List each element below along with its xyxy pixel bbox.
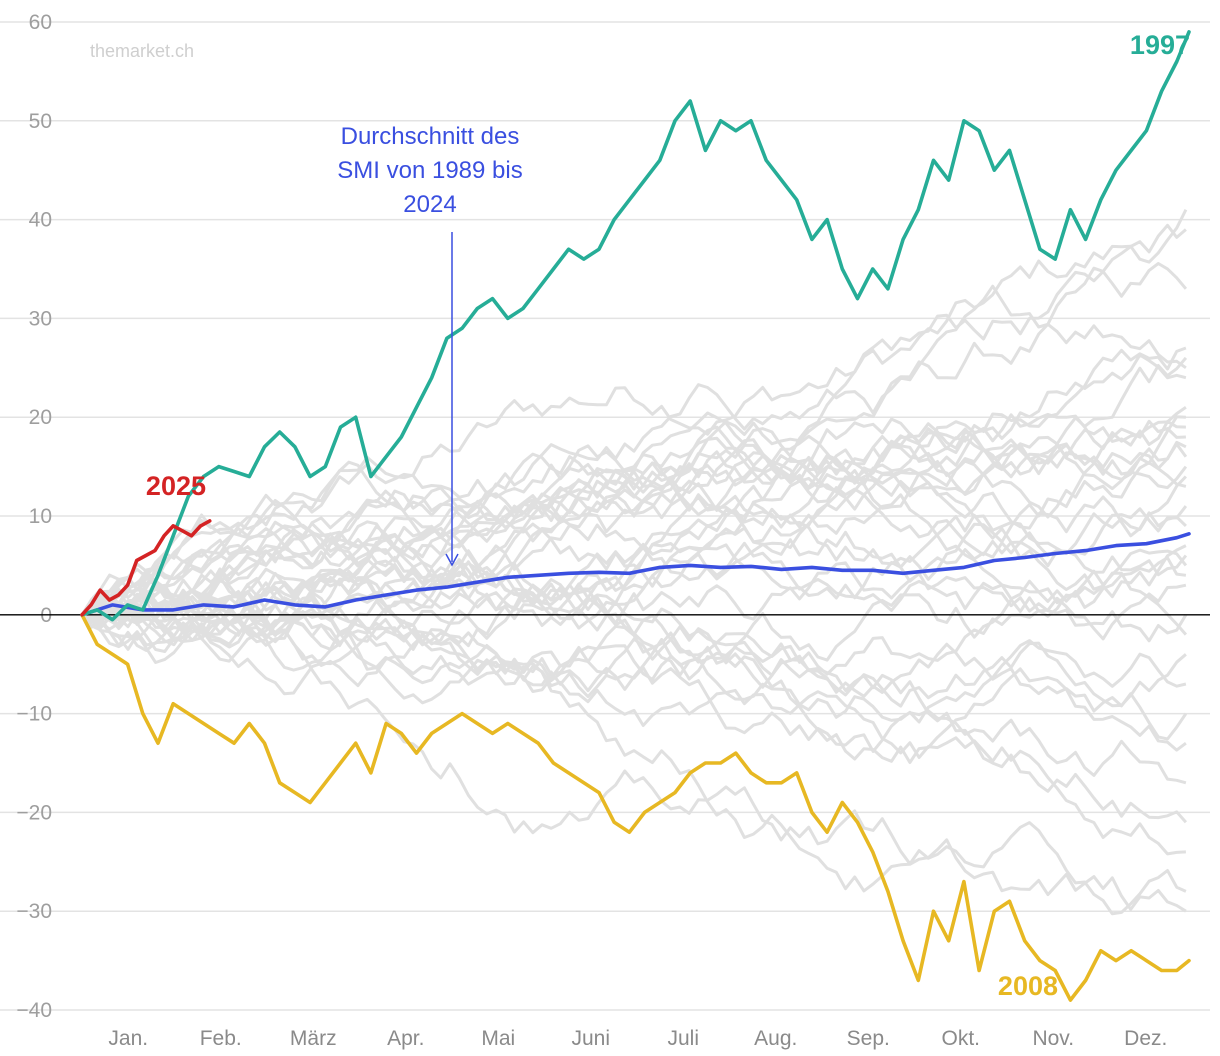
- x-tick-label: Apr.: [387, 1027, 424, 1050]
- background-series-line: [81, 613, 1187, 916]
- background-series-line: [80, 284, 1187, 616]
- y-tick-label: 50: [29, 110, 52, 133]
- y-tick-label: 40: [29, 209, 52, 232]
- background-series-line: [81, 588, 1188, 741]
- series-line-2025: [80, 519, 212, 617]
- series-label-1997: 1997: [1130, 30, 1190, 60]
- background-series-line: [81, 427, 1188, 628]
- x-tick-label: Dez.: [1124, 1027, 1167, 1050]
- background-series-line: [80, 590, 1188, 824]
- y-tick-label: 10: [29, 505, 52, 528]
- y-tick-label: −10: [16, 703, 52, 726]
- background-series-line: [81, 604, 1187, 764]
- background-series-line: [81, 459, 1188, 619]
- x-tick-label: Nov.: [1032, 1027, 1074, 1050]
- background-series-line: [81, 575, 1187, 785]
- y-tick-label: −40: [16, 999, 52, 1022]
- y-tick-label: −30: [16, 900, 52, 923]
- background-series-line: [81, 557, 1187, 708]
- x-tick-label: Mai: [481, 1027, 515, 1050]
- background-series-layer: [0, 209, 1210, 916]
- background-series-line: [81, 502, 1187, 643]
- x-tick-label: Juni: [571, 1027, 610, 1050]
- x-tick-label: Okt.: [941, 1027, 980, 1050]
- background-series-line: [81, 481, 1188, 643]
- x-tick-label: Feb.: [200, 1027, 242, 1050]
- annotation-arrow-head: [445, 553, 459, 567]
- series-label-2025: 2025: [146, 471, 206, 501]
- label-layer: 1997 2008 2025: [146, 30, 1190, 1001]
- background-series-line: [81, 438, 1187, 620]
- y-tick-label: 20: [29, 406, 52, 429]
- highlight-series-layer: [80, 30, 1191, 1002]
- y-tick-label: 30: [29, 307, 52, 330]
- annotation-line-1: Durchschnitt des: [341, 123, 520, 150]
- background-series-line: [81, 602, 1187, 913]
- background-series-line: [81, 209, 1188, 616]
- series-label-2008: 2008: [998, 971, 1058, 1001]
- y-tick-label: −20: [16, 801, 52, 824]
- background-series-line: [81, 262, 1188, 621]
- x-tick-label: Sep.: [847, 1027, 890, 1050]
- series-line-2008: [80, 612, 1191, 1002]
- series-line-1997: [80, 30, 1191, 622]
- annotation-line-2: SMI von 1989 bis: [337, 157, 522, 184]
- annotation-average: Durchschnitt des SMI von 1989 bis 2024: [337, 123, 523, 567]
- x-tick-label: Aug.: [754, 1027, 797, 1050]
- background-series-line: [80, 469, 1187, 629]
- watermark: themarket.ch: [90, 41, 194, 61]
- x-tick-label: Jan.: [108, 1027, 148, 1050]
- annotation-line-3: 2024: [403, 191, 456, 218]
- x-tick-label: Juli: [667, 1027, 699, 1050]
- x-tick-label: März: [290, 1027, 337, 1050]
- series-line-durchschnitt-1989-2024: [80, 531, 1191, 617]
- y-tick-label: 60: [29, 11, 52, 34]
- background-series-line: [80, 541, 1187, 645]
